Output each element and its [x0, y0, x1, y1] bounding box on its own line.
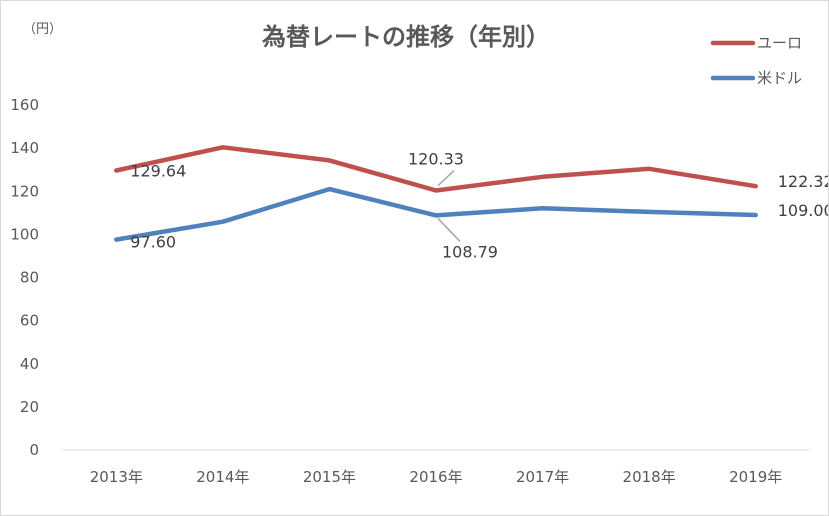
y-tick-label: 100: [10, 225, 39, 243]
y-tick-label: 80: [20, 269, 39, 287]
legend-label: ユーロ: [757, 34, 802, 52]
data-label: 97.60: [130, 233, 176, 252]
y-tick-label: 20: [20, 398, 39, 416]
data-labels: 97.60 108.79 109.00 129.64 120.33 122.32: [130, 150, 828, 262]
series-line-0: [114, 186, 758, 242]
data-label: 108.79: [442, 242, 498, 261]
chart-title: 為替レートの推移（年別）: [262, 23, 550, 51]
series-layer: [114, 145, 758, 242]
y-unit-label: （円）: [23, 22, 62, 37]
y-tick-label: 40: [20, 355, 39, 373]
y-tick-label: 120: [10, 182, 39, 200]
x-tick-label: 2014年: [196, 468, 249, 486]
x-tick-label: 2015年: [303, 468, 356, 486]
y-tick-label: 160: [10, 96, 39, 114]
x-axis-ticks: 2013年 2014年 2015年 2016年 2017年 2018年 2019年: [90, 468, 783, 486]
x-tick-label: 2018年: [623, 468, 676, 486]
series-line-1: [114, 145, 758, 193]
x-tick-label: 2017年: [516, 468, 569, 486]
legend-label: 米ドル: [757, 69, 802, 87]
data-label: 122.32: [778, 172, 828, 191]
data-label-leader: [437, 169, 455, 187]
data-label: 120.33: [408, 150, 464, 169]
y-tick-label: 0: [29, 441, 39, 459]
x-tick-label: 2019年: [729, 468, 782, 486]
data-label: 129.64: [130, 161, 186, 180]
x-tick-label: 2016年: [409, 468, 462, 486]
data-label-leader: [437, 217, 461, 242]
y-tick-label: 60: [20, 312, 39, 330]
y-tick-label: 140: [10, 139, 39, 157]
x-tick-label: 2013年: [90, 468, 143, 486]
data-label: 109.00: [778, 201, 828, 220]
y-axis-ticks: 0 20 40 60 80 100 120 140 160: [10, 96, 39, 459]
